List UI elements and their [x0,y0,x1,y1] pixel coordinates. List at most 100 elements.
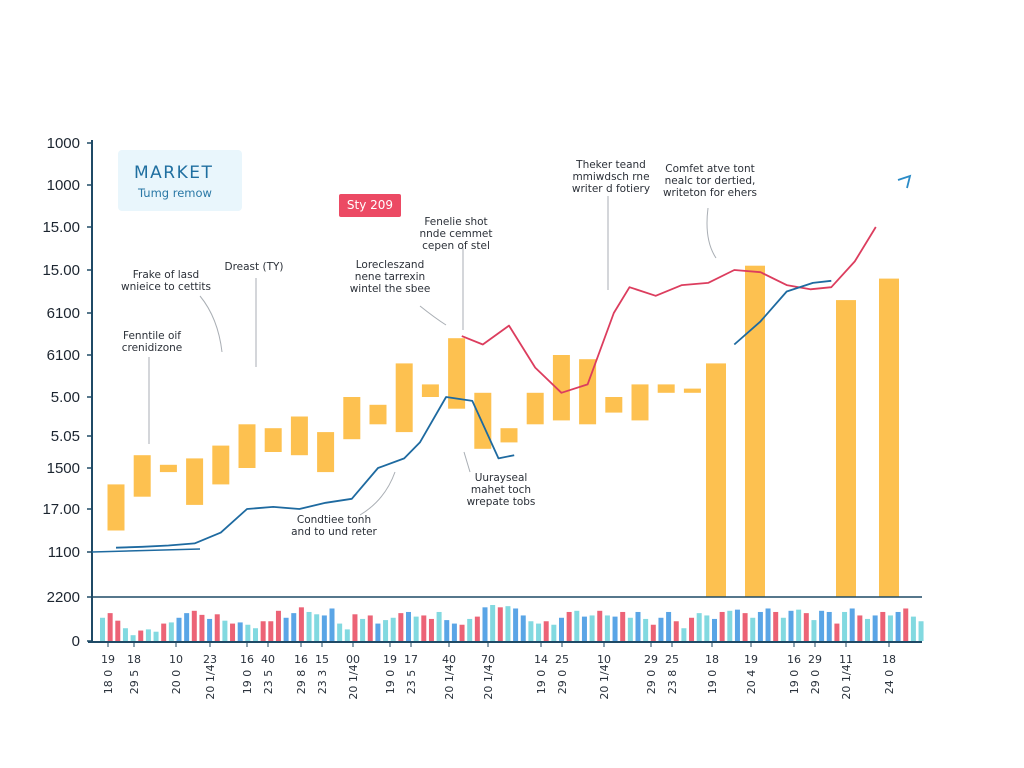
volume-bar [436,611,442,641]
volume-bar [222,620,228,641]
x-tick-label-bottom: 23 5 [262,670,275,695]
volume-bar [643,618,649,641]
annotation-text: mahet toch [471,484,531,496]
volume-bar [214,614,220,641]
candle-bar [579,359,597,425]
volume-bar [543,621,549,641]
candle-layer [107,265,899,597]
x-tick-label-top: 19 [101,653,115,666]
x-tick-label-bottom: 19 0 [384,670,397,695]
volume-bar [681,628,687,641]
volume-bar [421,615,427,641]
volume-bar [727,610,733,641]
volume-bar [329,608,335,641]
volume-bar [199,614,205,641]
volume-bar [918,621,924,641]
y-tick-label: 1500 [47,460,80,477]
annotation-text: Frake of lasd [133,269,199,281]
annotation-text: nealc tor dertied, [665,175,756,187]
x-tick-label-top: 16 [787,653,801,666]
candle-bar [526,392,544,425]
candle-bar [317,432,335,473]
candle-bar [343,397,361,440]
volume-bar [482,607,488,641]
volume-bar [612,616,618,641]
y-tick-label: 1100 [48,544,80,561]
candle-bar [107,484,125,531]
x-tick-label-top: 29 [808,653,822,666]
volume-bar [398,613,404,641]
candle-bar [605,397,623,413]
volume-bar [413,616,419,641]
annotation-text: wnieice to cettits [121,281,211,293]
volume-bar [184,613,190,641]
y-tick-label: 17.00 [42,501,80,518]
x-tick-label-top: 14 [534,653,548,666]
volume-bar [627,617,633,641]
x-tick-label-bottom: 20 1/4 [204,664,217,699]
y-tick-label: 1000 [47,135,80,152]
volume-bar [635,611,641,641]
volume-bar [742,613,748,641]
x-tick-label-bottom: 20 4 [745,670,758,695]
volume-bar [122,628,128,641]
volume-bar [459,624,465,641]
volume-bar [620,611,626,641]
volume-bar [444,620,450,641]
volume-bar [865,618,870,641]
candle-bar [500,428,518,443]
x-tick-label-bottom: 29 0 [645,670,658,695]
annotation-text: Theker teand [575,159,646,171]
candle-bar [631,384,649,421]
volume-bar [344,629,350,641]
volume-bar [589,615,595,641]
x-tick-label-bottom: 20 1/4 [347,664,360,699]
volume-bar [490,605,496,641]
volume-bar [566,611,572,641]
volume-bar [191,610,197,641]
candle-bar [186,458,204,505]
y-tick-label: 6100 [47,305,80,322]
volume-bar [314,614,320,641]
candle-bar [238,424,256,468]
volume-bar [337,623,343,641]
annotation-leader-line [359,471,396,516]
x-tick-label-top: 23 [203,653,217,666]
red-line [461,226,877,394]
volume-bar [207,618,213,641]
x-tick-label-top: 18 [882,653,896,666]
annotation-text: cepen of stel [422,240,490,252]
volume-bar [275,610,281,641]
volume-bar [666,611,672,641]
chart-title: MARKET [134,163,214,183]
volume-bar [321,615,327,641]
volume-bar [903,608,909,641]
annotation-leader-line [463,451,471,473]
x-tick-label-top: 25 [665,653,679,666]
volume-bar [581,616,587,641]
chart-subtitle: Tumg remow [138,186,212,200]
annotation-text: writer d fotiery [572,183,650,195]
volume-bar [268,621,274,641]
volume-bar [230,623,236,641]
y-tick-label: 2200 [47,589,80,606]
volume-bar [750,617,756,641]
volume-bar [383,620,389,641]
x-tick-label-top: 11 [839,653,853,666]
trend-arrow-icon [897,174,912,189]
x-tick-label-top: 25 [555,653,569,666]
annotation-text: Uurayseal [475,472,528,484]
candle-bar [706,363,726,597]
volume-bar [390,617,396,641]
volume-bar [559,617,564,641]
text-layer: 1000100015.0015.00610061005.005.05150017… [42,135,896,700]
volume-bar [673,621,679,641]
volume-bar [245,624,251,641]
volume-layer [100,605,924,641]
candle-bar [421,384,439,397]
x-tick-label-bottom: 20 1/4 [598,664,611,699]
annotation-text: Dreast (TY) [224,261,283,273]
x-tick-label-bottom: 23 8 [666,670,679,695]
volume-bar [880,611,886,641]
x-tick-label-top: 29 [644,653,658,666]
